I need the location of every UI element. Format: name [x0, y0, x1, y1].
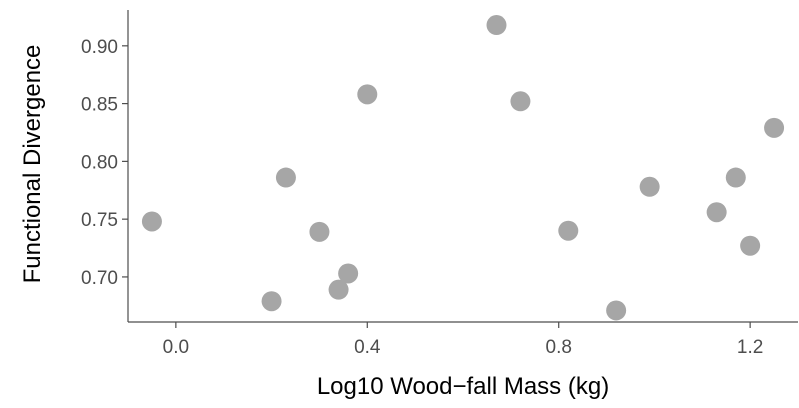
data-point: [706, 202, 727, 223]
data-point: [740, 235, 761, 256]
data-point: [764, 117, 785, 138]
x-tick-label: 0.0: [163, 337, 189, 358]
plot-area: 0.0 0.4 0.8 1.2 0.70 0.75 0.80 0.85 0.90: [81, 10, 798, 358]
y-axis-ticks: 0.70 0.75 0.80 0.85 0.90: [81, 37, 128, 289]
data-point: [261, 291, 282, 312]
y-tick-label: 0.85: [81, 95, 118, 116]
y-tick-label: 0.75: [81, 210, 118, 231]
data-point: [357, 84, 378, 105]
data-point: [338, 263, 359, 284]
data-point: [558, 220, 579, 241]
y-tick-label: 0.80: [81, 152, 118, 173]
data-point: [606, 300, 627, 321]
x-axis-title: Log10 Wood−fall Mass (kg): [317, 373, 609, 400]
data-point: [486, 15, 507, 36]
data-point: [725, 167, 746, 188]
y-axis-title: Functional Divergence: [19, 45, 46, 284]
x-tick-label: 0.8: [546, 337, 572, 358]
y-tick-label: 0.90: [81, 37, 118, 58]
x-axis-ticks: 0.0 0.4 0.8 1.2: [163, 322, 763, 358]
data-point: [328, 279, 349, 300]
data-point: [309, 221, 330, 242]
y-tick-label: 0.70: [81, 268, 118, 289]
data-point: [639, 176, 660, 197]
data-point: [510, 91, 531, 112]
data-points: [141, 15, 785, 321]
x-tick-label: 1.2: [737, 337, 763, 358]
data-point: [141, 211, 162, 232]
data-point: [275, 167, 296, 188]
x-tick-label: 0.4: [354, 337, 381, 358]
